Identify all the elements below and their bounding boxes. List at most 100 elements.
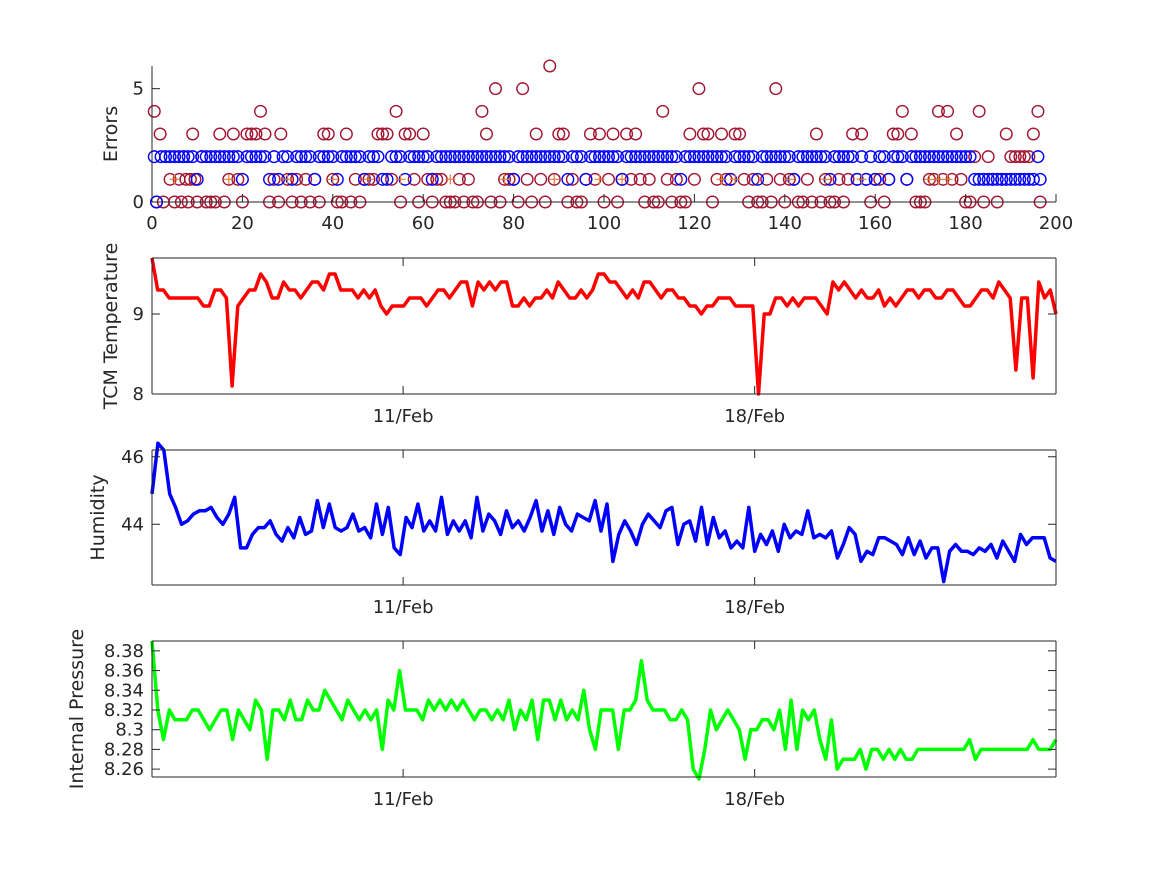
errors-point (696, 127, 710, 141)
errors-point (611, 150, 625, 164)
errors-xtick-label: 100 (587, 213, 621, 234)
errors-point (552, 127, 566, 141)
errors-point (941, 150, 955, 164)
errors-point (638, 150, 652, 164)
errors-point (380, 172, 394, 186)
errors-point (281, 172, 295, 186)
errors-point (335, 150, 349, 164)
pressure-xtick-label: 11/Feb (373, 789, 434, 810)
errors-point (656, 150, 670, 164)
errors-point (430, 172, 444, 186)
errors-xtick-label: 40 (321, 213, 344, 234)
errors-point (837, 150, 851, 164)
errors-point (348, 150, 362, 164)
errors-point (922, 150, 936, 164)
errors-point (933, 174, 944, 185)
errors-point (895, 150, 909, 164)
pressure-ytick-label: 8.34 (104, 680, 144, 701)
errors-point (547, 172, 561, 186)
errors-point (715, 150, 729, 164)
errors-point (942, 174, 953, 185)
errors-point (443, 150, 457, 164)
errors-point (366, 150, 380, 164)
errors-point (900, 172, 914, 186)
errors-point (981, 150, 995, 164)
errors-point (543, 150, 557, 164)
errors-point (199, 150, 213, 164)
errors-point (1031, 104, 1045, 118)
errors-point (990, 172, 1004, 186)
errors-point (172, 150, 186, 164)
errors-point (873, 150, 887, 164)
errors-point (868, 172, 882, 186)
errors-point (281, 150, 295, 164)
errors-point (249, 127, 263, 141)
errors-point (294, 150, 308, 164)
errors-point (728, 127, 742, 141)
errors-point (1013, 150, 1027, 164)
errors-point (886, 150, 900, 164)
errors-point (981, 172, 995, 186)
errors-point (594, 174, 605, 185)
errors-point (240, 150, 254, 164)
pressure-ytick-label: 8.32 (104, 700, 144, 721)
errors-point (308, 172, 322, 186)
errors-point (147, 104, 161, 118)
errors-point (421, 150, 435, 164)
errors-point (475, 104, 489, 118)
errors-point (950, 127, 964, 141)
errors-point (891, 127, 905, 141)
errors-point (529, 127, 543, 141)
tcm-ytick-label: 9 (133, 304, 144, 325)
errors-point (820, 174, 831, 185)
errors-point (240, 127, 254, 141)
errors-point (715, 127, 729, 141)
errors-point (968, 150, 982, 164)
errors-point (543, 59, 557, 73)
errors-point (674, 172, 688, 186)
errors-point (583, 150, 597, 164)
errors-point (692, 82, 706, 96)
errors-point (1013, 172, 1027, 186)
errors-point (394, 150, 408, 164)
errors-point (856, 174, 867, 185)
errors-point (529, 150, 543, 164)
errors-point (651, 150, 665, 164)
errors-point (602, 150, 616, 164)
errors-xtick-label: 200 (1039, 213, 1073, 234)
errors-point (403, 127, 417, 141)
errors-point (877, 150, 891, 164)
errors-point (326, 172, 340, 186)
errors-point (873, 172, 887, 186)
errors-point (195, 150, 209, 164)
pressure-ytick-label: 8.26 (104, 759, 144, 780)
errors-point (913, 150, 927, 164)
errors-point (778, 150, 792, 164)
errors-point (784, 174, 795, 185)
errors-xtick-label: 140 (768, 213, 802, 234)
errors-point (760, 150, 774, 164)
errors-point (520, 172, 534, 186)
errors-point (629, 127, 643, 141)
errors-point (258, 150, 272, 164)
errors-point (617, 174, 628, 185)
errors-point (552, 150, 566, 164)
errors-point (282, 174, 293, 185)
errors-point (751, 172, 765, 186)
errors-point (425, 172, 439, 186)
errors-point (549, 174, 560, 185)
errors-point (253, 150, 267, 164)
errors-point (1008, 172, 1022, 186)
errors-point (683, 150, 697, 164)
errors-point (773, 150, 787, 164)
pressure-ytick-label: 8.28 (104, 739, 144, 760)
errors-xtick-label: 80 (502, 213, 525, 234)
errors-point (716, 174, 727, 185)
errors-point (479, 150, 493, 164)
errors-point (434, 150, 448, 164)
errors-point (412, 150, 426, 164)
errors-point (818, 172, 832, 186)
errors-point (169, 174, 180, 185)
tcm-axes: 11/Feb 18/Feb 8 9 (133, 257, 1058, 427)
errors-point (886, 127, 900, 141)
